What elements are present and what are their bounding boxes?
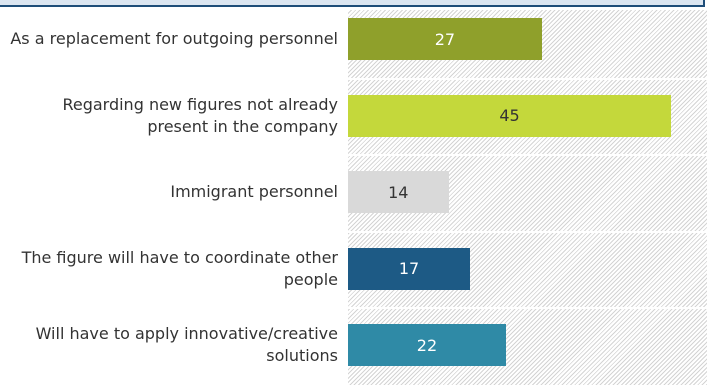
row-separator <box>348 154 707 156</box>
category-label: Regarding new figures not already presen… <box>62 94 338 136</box>
bar: 45 <box>348 94 672 137</box>
bar: 22 <box>348 324 506 367</box>
value-label: 22 <box>416 335 438 355</box>
bar: 14 <box>348 171 449 214</box>
value-label: 27 <box>434 29 456 49</box>
category-label: As a replacement for outgoing personnel <box>10 29 338 49</box>
row-separator <box>348 77 707 80</box>
value-label: 14 <box>388 182 409 202</box>
category-label: Will have to apply innovative/creative s… <box>35 324 338 366</box>
bar: 27 <box>348 18 542 61</box>
category-label: The figure will have to coordinate other… <box>21 247 338 289</box>
bar: 17 <box>348 247 471 290</box>
category-label: Immigrant personnel <box>170 182 338 202</box>
row-separator <box>348 307 707 309</box>
header-frame <box>0 0 705 7</box>
value-label: 45 <box>499 106 520 126</box>
value-label: 17 <box>398 259 420 279</box>
row-separator <box>348 230 707 233</box>
